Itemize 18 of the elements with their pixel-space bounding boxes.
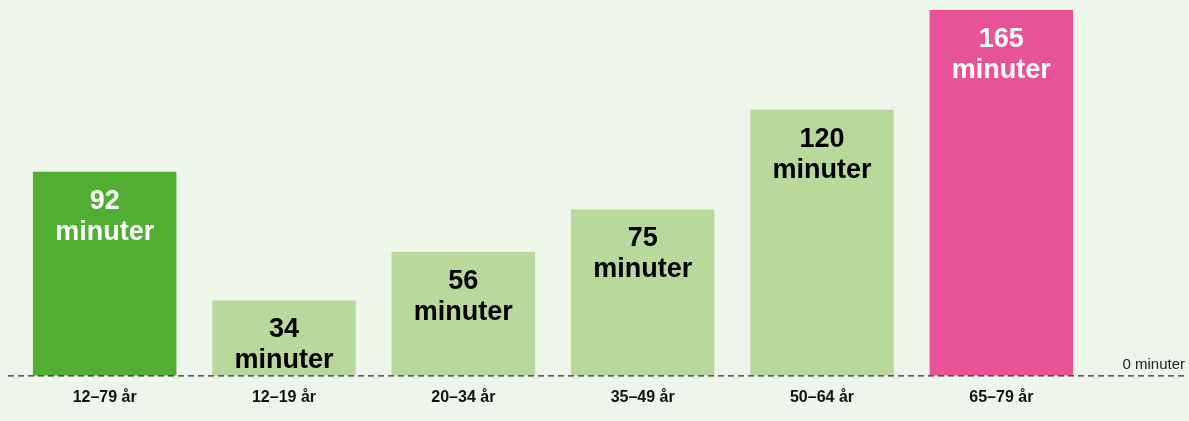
x-tick-label: 12–19 år (251, 387, 317, 405)
bar (391, 251, 536, 376)
ref-line-label: 0 minuter (1122, 355, 1185, 373)
bar (32, 171, 177, 376)
data-label: 34 minuter (234, 313, 334, 375)
data-label: 92 minuter (55, 184, 155, 246)
x-tick-label: 12–79 år (72, 387, 137, 405)
data-label: 120 minuter (772, 122, 872, 184)
data-label: 75 minuter (593, 222, 693, 284)
data-label: 165 minuter (951, 22, 1052, 84)
bar (570, 209, 715, 376)
bar (750, 109, 894, 376)
bar (929, 10, 1074, 376)
x-tick-label: 50–64 år (789, 387, 855, 405)
x-tick-label: 65–79 år (969, 387, 1034, 405)
data-label: 56 minuter (413, 264, 514, 326)
x-tick-label: 35–49 år (610, 387, 675, 405)
x-tick-label: 20–34 år (431, 387, 496, 405)
